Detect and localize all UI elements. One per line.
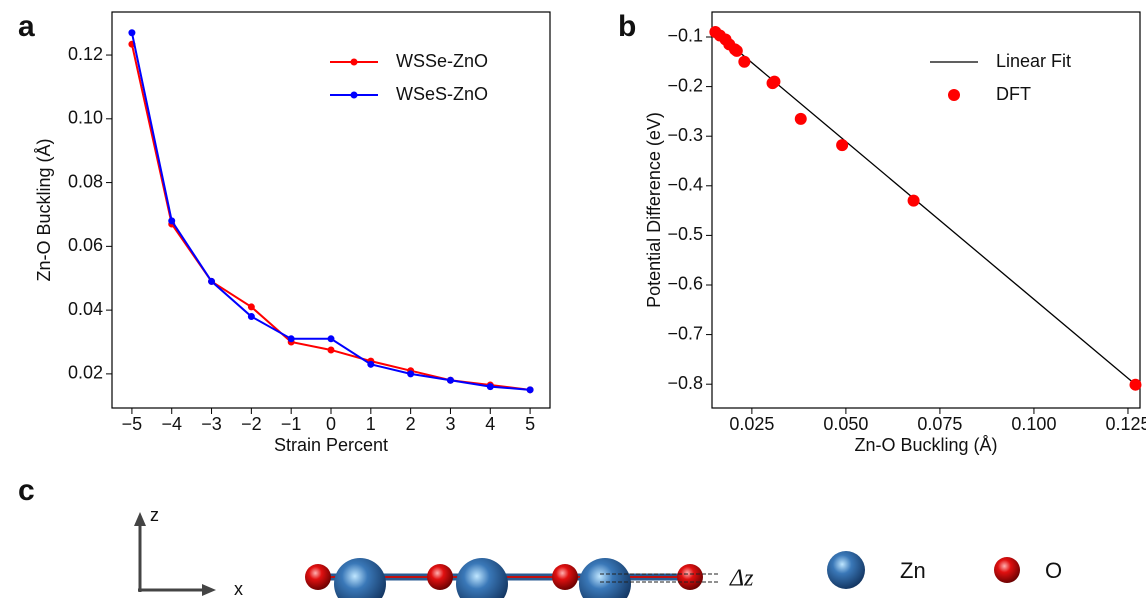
z-arrowhead [134, 512, 146, 526]
legend-marker [350, 58, 358, 66]
x-axis-label: Zn-O Buckling (Å) [854, 435, 997, 455]
x-tick-label: −5 [122, 414, 143, 434]
legend-label: DFT [996, 84, 1031, 104]
y-tick-label: −0.3 [667, 125, 703, 145]
x-tick-label: 0.100 [1011, 414, 1056, 434]
legend-label: WSeS-ZnO [396, 84, 488, 104]
o-atom [427, 564, 453, 590]
point [486, 383, 494, 391]
x-tick-label: 0.050 [823, 414, 868, 434]
y-tick-label: −0.5 [667, 224, 703, 244]
y-tick-label: 0.12 [68, 44, 103, 64]
x-arrowhead [202, 584, 216, 596]
point [766, 77, 779, 90]
legend-label: O [1045, 558, 1062, 583]
panel-label: b [618, 10, 636, 43]
x-tick-label: 0 [326, 414, 336, 434]
x-tick-label: 4 [485, 414, 495, 434]
point [730, 44, 743, 57]
point [1129, 378, 1142, 391]
panel-label: c [18, 474, 35, 507]
axis-label: x [234, 579, 243, 598]
point [128, 29, 136, 37]
point [794, 112, 807, 125]
axis-label: z [150, 505, 159, 525]
x-tick-label: 0.075 [917, 414, 962, 434]
panel-label: a [18, 10, 35, 43]
x-tick-label: 5 [525, 414, 535, 434]
zn-atom [579, 558, 631, 598]
y-tick-label: 0.10 [68, 108, 103, 128]
y-tick-label: −0.6 [667, 274, 703, 294]
point [287, 335, 295, 343]
x-tick-label: −1 [281, 414, 302, 434]
y-axis-label: Potential Difference (eV) [644, 112, 664, 308]
o-atom [305, 564, 331, 590]
y-tick-label: 0.04 [68, 299, 103, 319]
x-tick-label: 0.125 [1105, 414, 1146, 434]
x-tick-label: 2 [406, 414, 416, 434]
y-tick-label: −0.8 [667, 373, 703, 393]
legend-label: Zn [900, 558, 926, 583]
x-tick-label: −4 [161, 414, 182, 434]
point [907, 194, 920, 207]
y-tick-label: −0.2 [667, 75, 703, 95]
legend-label: WSSe-ZnO [396, 51, 488, 71]
x-tick-label: 1 [366, 414, 376, 434]
zn-atom [456, 558, 508, 598]
x-tick-label: 3 [445, 414, 455, 434]
legend-o [994, 557, 1020, 583]
point [327, 335, 335, 343]
o-atom [552, 564, 578, 590]
point [367, 360, 375, 368]
y-tick-label: −0.7 [667, 323, 703, 343]
x-tick-label: −3 [201, 414, 222, 434]
legend-marker [948, 89, 960, 101]
point [247, 312, 255, 320]
point [168, 217, 176, 225]
delta-label: Δz [729, 566, 754, 592]
y-tick-label: 0.08 [68, 171, 103, 191]
atom-chain [305, 558, 720, 598]
point [526, 386, 534, 394]
y-tick-label: −0.1 [667, 26, 703, 46]
panel-c: c z x Δz Zn O [18, 474, 1062, 598]
plot-frame [711, 11, 1141, 409]
y-tick-label: 0.06 [68, 235, 103, 255]
point [208, 277, 216, 285]
legend-label: Linear Fit [996, 51, 1071, 71]
y-axis-label: Zn-O Buckling (Å) [34, 138, 54, 281]
point [446, 376, 454, 384]
legend-zn [827, 551, 865, 589]
legend-marker [350, 91, 358, 99]
point [836, 139, 849, 152]
point [407, 370, 415, 378]
point [247, 303, 255, 311]
zn-atom [334, 558, 386, 598]
y-tick-label: 0.02 [68, 363, 103, 383]
x-tick-label: 0.025 [729, 414, 774, 434]
series-line [711, 29, 1140, 389]
o-atom [677, 564, 703, 590]
point [738, 55, 751, 68]
x-tick-label: −2 [241, 414, 262, 434]
point [327, 346, 335, 354]
y-tick-label: −0.4 [667, 175, 703, 195]
x-axis-label: Strain Percent [274, 435, 388, 455]
